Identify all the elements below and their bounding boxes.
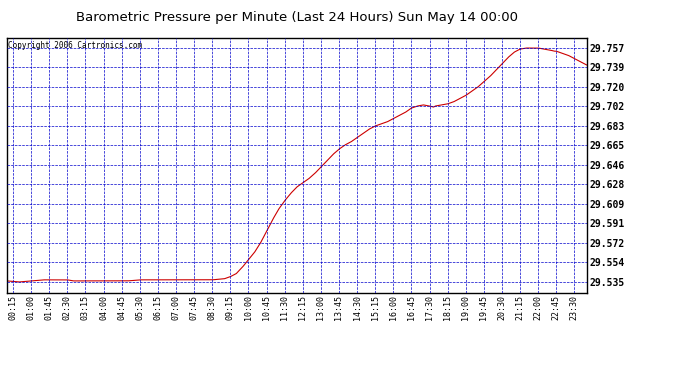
Text: Barometric Pressure per Minute (Last 24 Hours) Sun May 14 00:00: Barometric Pressure per Minute (Last 24 … [76, 11, 518, 24]
Text: Copyright 2006 Cartronics.com: Copyright 2006 Cartronics.com [8, 41, 142, 50]
